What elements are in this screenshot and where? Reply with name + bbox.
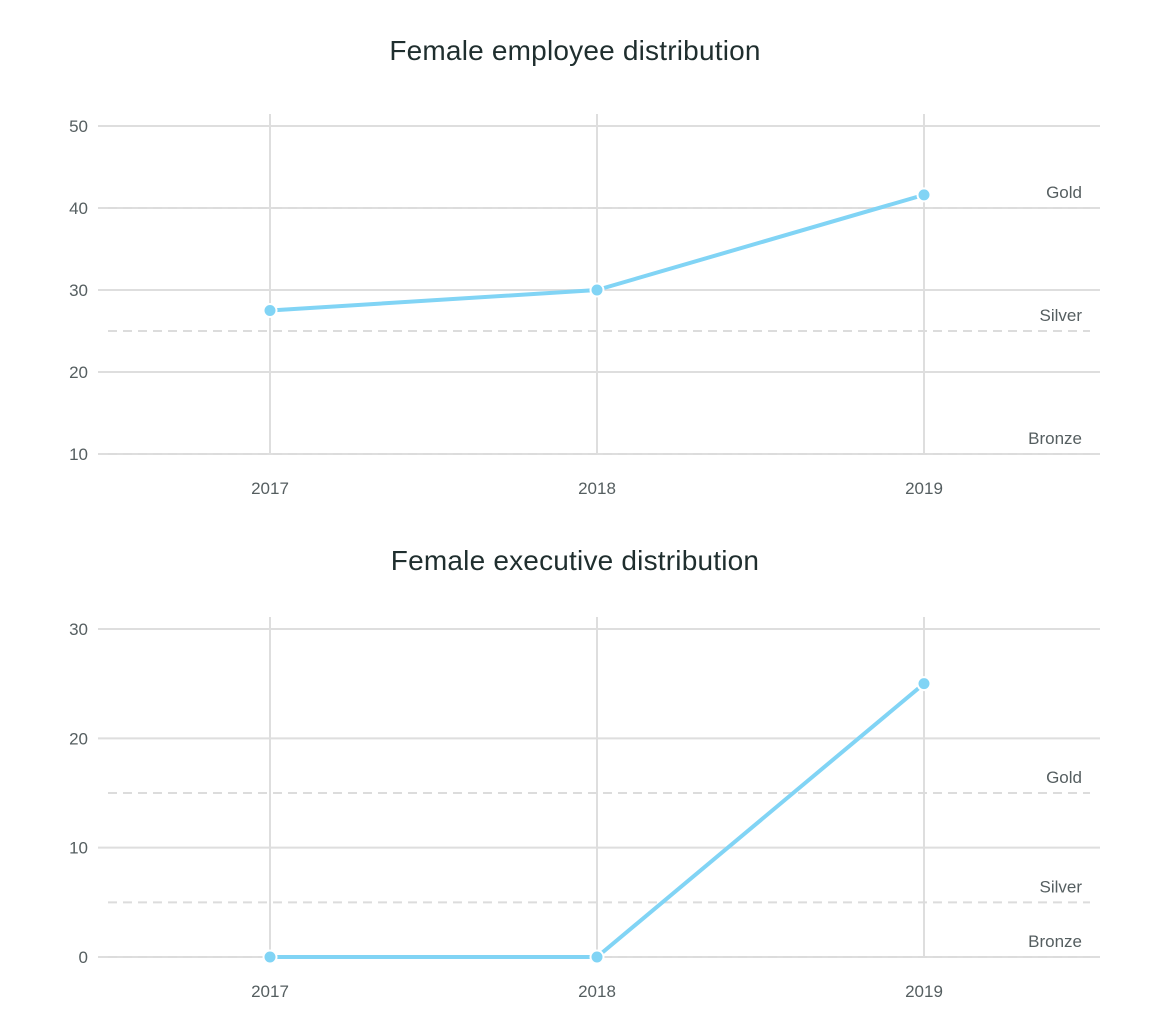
data-point-2017[interactable] — [262, 303, 278, 318]
y-tick-label: 10 — [69, 445, 88, 464]
x-tick-label: 2018 — [578, 982, 616, 1001]
x-tick-label: 2019 — [905, 479, 943, 498]
employee-chart-plot: 10 20 30 40 50 2017 2018 2019 Gold Silver Bronze — [69, 114, 1100, 498]
x-tick-label: 2019 — [905, 982, 943, 1001]
reference-label-gold: Gold — [1046, 183, 1082, 202]
y-tick-label: 10 — [69, 839, 88, 858]
data-point-2019[interactable] — [916, 187, 932, 203]
data-point-2017[interactable] — [262, 949, 278, 965]
reference-label-silver: Silver — [1039, 306, 1082, 325]
reference-label-gold: Gold — [1046, 768, 1082, 787]
y-tick-label: 30 — [69, 620, 88, 639]
x-tick-label: 2017 — [251, 479, 289, 498]
y-tick-label: 40 — [69, 199, 88, 218]
data-point-2019[interactable] — [916, 676, 932, 692]
employee-chart-panel: Female employee distribution 10 20 30 40 50 2… — [0, 0, 1150, 510]
reference-label-bronze: Bronze — [1028, 932, 1082, 951]
y-tick-label: 50 — [69, 117, 88, 136]
data-point-2018[interactable] — [589, 282, 605, 298]
executive-chart-plot: 0 10 20 30 2017 2018 2019 Gold Silver Bronze — [69, 617, 1100, 1001]
y-tick-label: 20 — [69, 363, 88, 382]
chart-title: Female employee distribution — [389, 35, 761, 66]
executive-chart-panel: Female executive distribution 0 10 20 30 201… — [0, 510, 1150, 1028]
reference-label-bronze: Bronze — [1028, 429, 1082, 448]
x-tick-label: 2018 — [578, 479, 616, 498]
y-tick-label: 30 — [69, 281, 88, 300]
data-point-2018[interactable] — [589, 949, 605, 965]
reference-label-silver: Silver — [1039, 877, 1082, 896]
y-tick-label: 20 — [69, 729, 88, 748]
x-tick-label: 2017 — [251, 982, 289, 1001]
y-tick-label: 0 — [79, 948, 88, 967]
chart-title: Female executive distribution — [390, 545, 760, 576]
